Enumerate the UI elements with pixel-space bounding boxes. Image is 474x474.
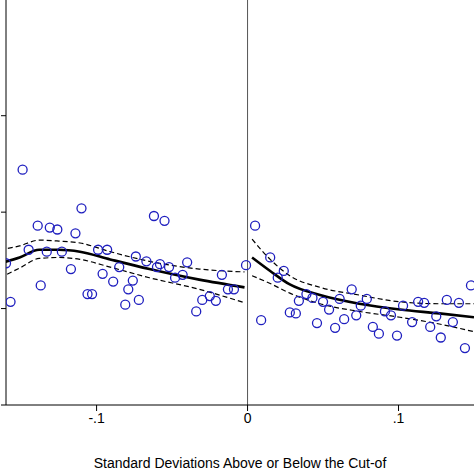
svg-text:.1: .1 <box>393 410 405 426</box>
svg-text:0: 0 <box>244 410 252 426</box>
svg-text:Standard Deviations Above or B: Standard Deviations Above or Below the C… <box>94 455 387 471</box>
svg-text:-.1: -.1 <box>88 410 105 426</box>
